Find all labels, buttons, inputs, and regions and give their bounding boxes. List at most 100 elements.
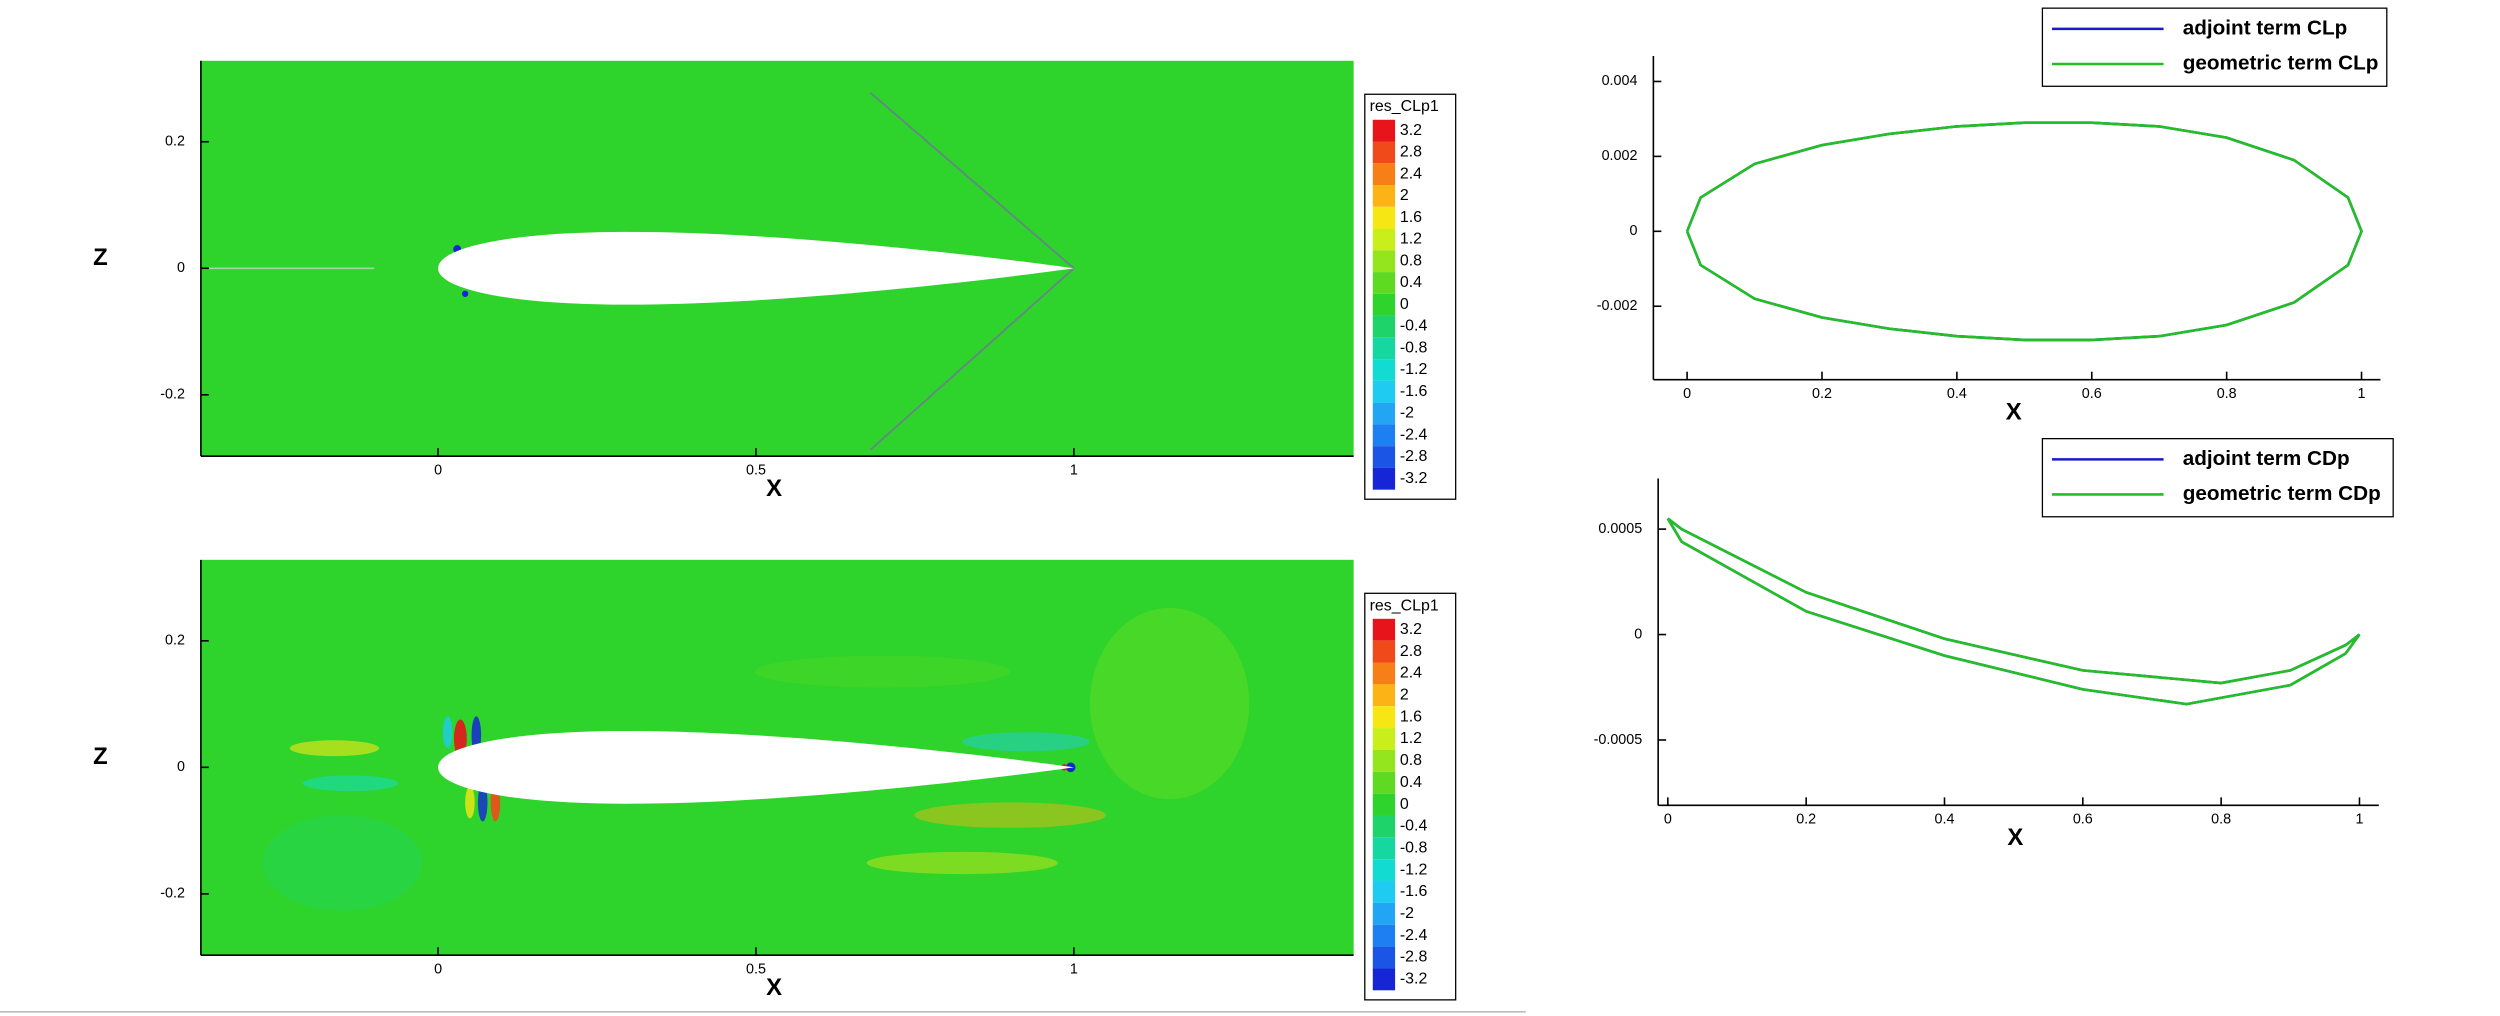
- colorbar-swatch: [1372, 662, 1396, 685]
- colorbar-swatch: [1372, 141, 1396, 164]
- colorbar-swatch: [1372, 793, 1396, 816]
- colorbar-label: -2.4: [1400, 426, 1428, 443]
- colorbar-swatch: [1372, 359, 1396, 381]
- colorbar-swatch: [1372, 250, 1396, 273]
- x-axis-label: X: [766, 475, 782, 502]
- colorbar-label: 2.4: [1400, 165, 1422, 182]
- colorbar-label: 1.2: [1400, 231, 1422, 248]
- colorbar-label: 1.6: [1400, 708, 1422, 725]
- x-tick-label: 1: [2358, 386, 2366, 402]
- colorbar-label: 1.6: [1400, 209, 1422, 226]
- y-axis-label: Z: [93, 743, 108, 770]
- colorbar-swatch: [1372, 837, 1396, 860]
- y-tick-label: 0: [1634, 626, 1642, 642]
- y-tick-label: 0.2: [165, 134, 185, 150]
- colorbar-label: 2.8: [1400, 643, 1422, 660]
- colorbar-swatch: [1372, 185, 1396, 207]
- colorbar-label: 2.8: [1400, 144, 1422, 161]
- colorbar-label: -2.8: [1400, 949, 1428, 966]
- colorbar-label: -2.4: [1400, 927, 1428, 944]
- colorbar-swatch: [1372, 293, 1396, 316]
- x-tick-label: 0: [434, 462, 442, 478]
- x-tick-label: 0.5: [746, 462, 766, 478]
- colorbar-swatch: [1372, 881, 1396, 903]
- field-blob: [866, 851, 1058, 875]
- colorbar-swatch: [1372, 924, 1396, 947]
- field-blob: [914, 802, 1106, 828]
- x-tick-label: 0.2: [1796, 811, 1816, 827]
- field-blob: [442, 716, 453, 749]
- colorbar-swatch: [1372, 728, 1396, 750]
- colorbar-swatch: [1372, 337, 1396, 360]
- x-tick-label: 0.6: [2073, 811, 2093, 827]
- y-tick-label: -0.002: [1597, 298, 1638, 314]
- colorbar-label: 1.2: [1400, 730, 1422, 747]
- colorbar-swatch: [1372, 946, 1396, 969]
- field-blob: [302, 775, 399, 792]
- x-tick-label: 0.4: [1935, 811, 1955, 827]
- colorbar-label: 3.2: [1400, 122, 1422, 139]
- nose-spot: [461, 290, 469, 297]
- colorbar-swatch: [1372, 706, 1396, 729]
- colorbar-swatch: [1372, 968, 1396, 991]
- colorbar-swatch: [1372, 618, 1396, 641]
- legend-label: adjoint term CLp: [2183, 16, 2348, 39]
- colorbar-swatch: [1372, 902, 1396, 925]
- y-tick-label: 0: [177, 260, 185, 276]
- series-line: [1666, 517, 2361, 706]
- colorbar-label: -2: [1400, 405, 1414, 422]
- legend-label: adjoint term CDp: [2183, 447, 2350, 470]
- field-blob: [477, 783, 488, 822]
- x-tick-label: 0.4: [1947, 386, 1967, 402]
- colorbar-swatch: [1372, 640, 1396, 663]
- colorbar-label: -0.8: [1400, 839, 1428, 856]
- airfoil: [438, 231, 1074, 305]
- colorbar-label: 2: [1400, 187, 1409, 204]
- colorbar-label: -2: [1400, 905, 1414, 922]
- colorbar-swatch: [1372, 859, 1396, 882]
- colorbar-label: -1.6: [1400, 383, 1428, 400]
- colorbar-label: -3.2: [1400, 971, 1428, 988]
- field-blob: [962, 732, 1090, 752]
- y-tick-label: 0.002: [1602, 148, 1638, 164]
- x-axis-label: X: [2007, 824, 2023, 851]
- colorbar-swatch: [1372, 446, 1396, 468]
- colorbar-label: -1.2: [1400, 361, 1428, 378]
- colorbar-swatch: [1372, 424, 1396, 447]
- series-line: [1685, 121, 2363, 342]
- airfoil: [438, 730, 1074, 804]
- y-tick-label: 0.004: [1602, 73, 1638, 89]
- colorbar-swatch: [1372, 771, 1396, 794]
- colorbar-swatch: [1372, 228, 1396, 251]
- colorbar-swatch: [1372, 815, 1396, 838]
- colorbar-label: 0.4: [1400, 274, 1422, 291]
- colorbar-label: -1.6: [1400, 883, 1428, 900]
- x-tick-label: 0: [1683, 386, 1691, 402]
- field-blob: [754, 655, 1011, 688]
- colorbar-swatch: [1372, 749, 1396, 772]
- colorbar-label: -1.2: [1400, 861, 1428, 878]
- legend-label: geometric term CDp: [2183, 482, 2381, 505]
- field-features: [207, 91, 1075, 451]
- x-tick-label: 0: [434, 961, 442, 977]
- x-tick-label: 1: [1070, 462, 1078, 478]
- y-tick-label: 0.0005: [1598, 521, 1642, 537]
- shock-line: [869, 91, 1075, 270]
- colorbar-label: 3.2: [1400, 621, 1422, 638]
- x-tick-label: 0.8: [2217, 386, 2237, 402]
- colorbar-swatch: [1372, 684, 1396, 707]
- x-tick-label: 1: [1070, 961, 1078, 977]
- colorbar-label: 0: [1400, 796, 1409, 813]
- colorbar-label: 0.8: [1400, 752, 1422, 769]
- colorbar-label: -3.2: [1400, 470, 1428, 487]
- field-blob: [289, 740, 380, 757]
- colorbar-swatch: [1372, 272, 1396, 294]
- y-tick-label: 0: [1629, 223, 1637, 239]
- x-tick-label: 0.2: [1812, 386, 1832, 402]
- colorbar-swatch: [1372, 119, 1396, 142]
- colorbar-swatch: [1372, 467, 1396, 490]
- y-tick-label: 0.2: [165, 633, 185, 649]
- y-tick-label: -0.2: [160, 387, 185, 403]
- colorbar-swatch: [1372, 315, 1396, 338]
